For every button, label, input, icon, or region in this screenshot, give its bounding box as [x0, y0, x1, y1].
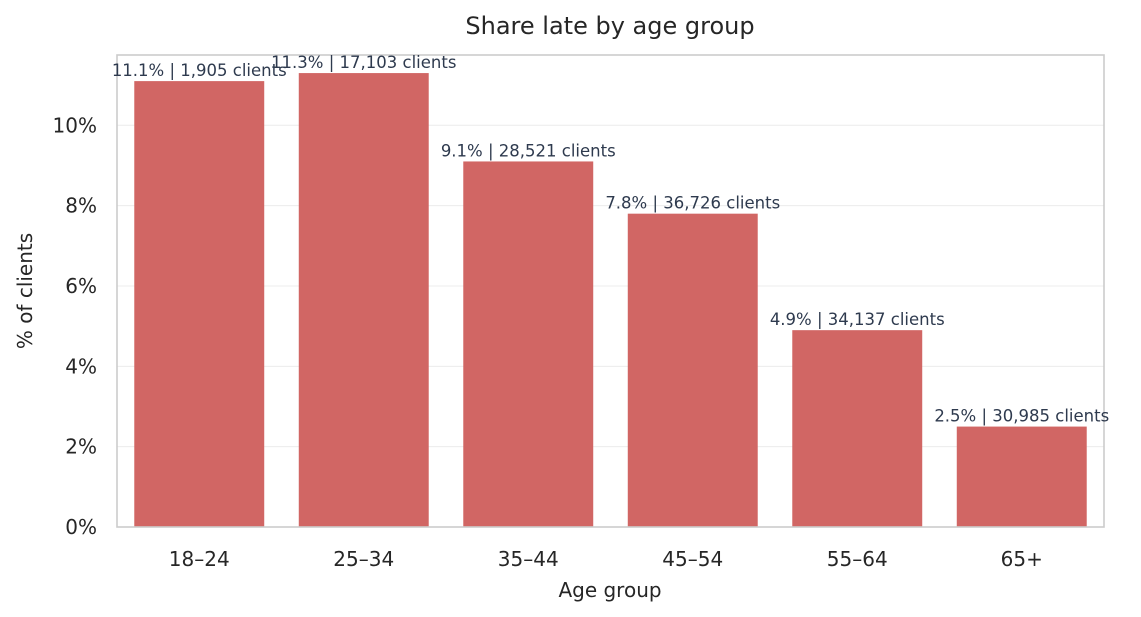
- bar: [956, 426, 1087, 527]
- bar-data-label: 11.1% | 1,905 clients: [112, 61, 287, 80]
- bars: [134, 73, 1087, 528]
- bar: [627, 213, 758, 527]
- bar-data-label: 7.8% | 36,726 clients: [605, 194, 780, 213]
- bar-data-label: 9.1% | 28,521 clients: [441, 141, 616, 160]
- bar-data-label: 11.3% | 17,103 clients: [271, 53, 456, 72]
- y-tick-label: 0%: [65, 515, 97, 539]
- plot-frame: [116, 54, 1105, 528]
- chart-title: Share late by age group: [465, 12, 754, 40]
- bar: [463, 161, 594, 528]
- bar: [298, 73, 429, 527]
- bar-data-label: 2.5% | 30,985 clients: [934, 407, 1109, 426]
- x-tick-label: 25–34: [333, 547, 394, 571]
- y-axis-ticks: 0% 2% 4% 6% 8% 10%: [53, 113, 97, 539]
- y-tick-label: 10%: [53, 113, 97, 137]
- x-axis-ticks: 18–24 25–34 35–44 45–54 55–64 65+: [169, 547, 1043, 571]
- bar: [134, 81, 265, 527]
- y-tick-label: 6%: [65, 274, 97, 298]
- grid-lines: [117, 124, 1104, 528]
- x-tick-label: 65+: [1001, 547, 1043, 571]
- bar: [792, 330, 923, 527]
- x-axis-label: Age group: [558, 578, 661, 602]
- x-tick-label: 18–24: [169, 547, 230, 571]
- x-tick-label: 35–44: [498, 547, 559, 571]
- y-tick-label: 2%: [65, 435, 97, 459]
- bar-data-label: 4.9% | 34,137 clients: [770, 310, 945, 329]
- y-axis-label: % of clients: [13, 233, 37, 349]
- x-tick-label: 55–64: [827, 547, 888, 571]
- x-tick-label: 45–54: [662, 547, 723, 571]
- y-tick-label: 8%: [65, 194, 97, 218]
- y-tick-label: 4%: [65, 354, 97, 378]
